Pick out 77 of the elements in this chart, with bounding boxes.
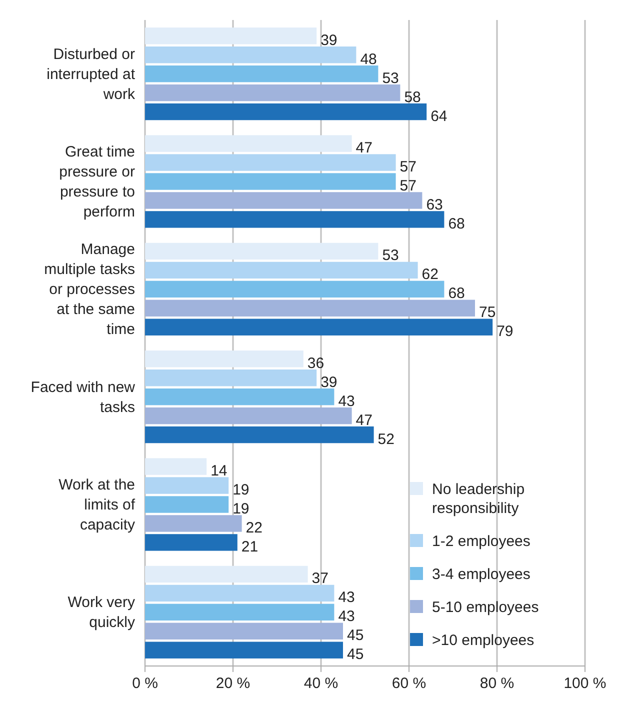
bar	[145, 496, 229, 513]
data-label: 45	[347, 646, 364, 664]
data-label: 63	[426, 196, 443, 214]
y-tick-label: Manage multiple tasks or processes at the same time	[44, 241, 135, 338]
bar	[145, 154, 396, 171]
bar	[145, 622, 343, 640]
data-label: 14	[210, 462, 228, 480]
bar	[145, 28, 317, 44]
x-tick-label: 60 %	[392, 675, 426, 692]
data-label: 57	[400, 158, 416, 176]
data-label: 37	[312, 570, 328, 588]
bar	[145, 135, 352, 152]
data-label: 43	[338, 608, 355, 626]
data-label: 47	[356, 412, 372, 429]
data-label: 39	[320, 32, 338, 49]
bar	[145, 426, 374, 444]
bar	[145, 515, 242, 532]
bar	[145, 242, 378, 260]
legend-label: 3-4 employees	[432, 566, 530, 583]
data-label: 53	[382, 70, 399, 87]
bar	[145, 280, 444, 298]
data-label: 62	[422, 266, 438, 284]
legend-label: >10 employees	[432, 632, 534, 649]
data-label: 43	[338, 392, 355, 410]
data-label: 36	[307, 354, 324, 372]
data-label: 19	[232, 482, 250, 499]
data-label: 52	[378, 430, 394, 448]
y-tick-label: Great time pressure or pressure to perform	[59, 144, 135, 220]
bar	[145, 262, 418, 279]
legend-label: No leadership responsibility	[432, 481, 525, 517]
bar	[145, 46, 356, 64]
data-label: 21	[241, 538, 258, 556]
x-tick-label: 80 %	[480, 675, 514, 692]
bar	[145, 407, 352, 424]
data-label: 79	[496, 323, 514, 340]
x-tick-label: 0 %	[132, 675, 158, 692]
data-label: 58	[404, 88, 421, 106]
bar	[145, 642, 343, 658]
data-label: 22	[246, 519, 262, 536]
bar	[145, 173, 396, 190]
data-label: 19	[232, 500, 250, 518]
data-label: 39	[320, 374, 338, 391]
data-label: 47	[356, 140, 372, 157]
y-tick-label: Work very quickly	[68, 594, 136, 632]
y-tick-label: Disturbed or interrupted at work	[46, 46, 136, 103]
y-tick-label: Work at the limits of capacity	[58, 476, 136, 534]
data-label: 43	[338, 589, 355, 606]
legend-label: 1-2 employees	[432, 533, 530, 550]
bar	[145, 584, 334, 602]
bar	[145, 458, 207, 475]
bar	[145, 84, 400, 102]
bar	[145, 192, 422, 209]
bar	[145, 477, 229, 494]
bar	[145, 604, 334, 621]
bar	[145, 318, 493, 336]
bar	[145, 350, 304, 368]
data-label: 45	[347, 627, 364, 644]
bar	[145, 211, 444, 228]
x-tick-label: 100 %	[564, 675, 606, 692]
bar	[145, 388, 334, 406]
data-label: 68	[448, 215, 465, 232]
bar	[145, 103, 427, 120]
legend-label: 5-10 employees	[432, 599, 539, 616]
x-tick-label: 40 %	[304, 675, 338, 692]
data-label: 48	[360, 50, 377, 68]
bar	[145, 566, 308, 583]
y-tick-label: Faced with new tasks	[30, 378, 136, 416]
data-label: 68	[448, 285, 465, 302]
bar	[145, 300, 475, 316]
bar	[145, 65, 378, 82]
data-label: 57	[400, 178, 416, 194]
data-label: 64	[430, 108, 448, 125]
bar	[145, 534, 238, 551]
data-label: 53	[382, 247, 399, 264]
data-label: 75	[479, 304, 496, 322]
bar	[145, 370, 317, 386]
x-tick-label: 20 %	[216, 675, 250, 692]
